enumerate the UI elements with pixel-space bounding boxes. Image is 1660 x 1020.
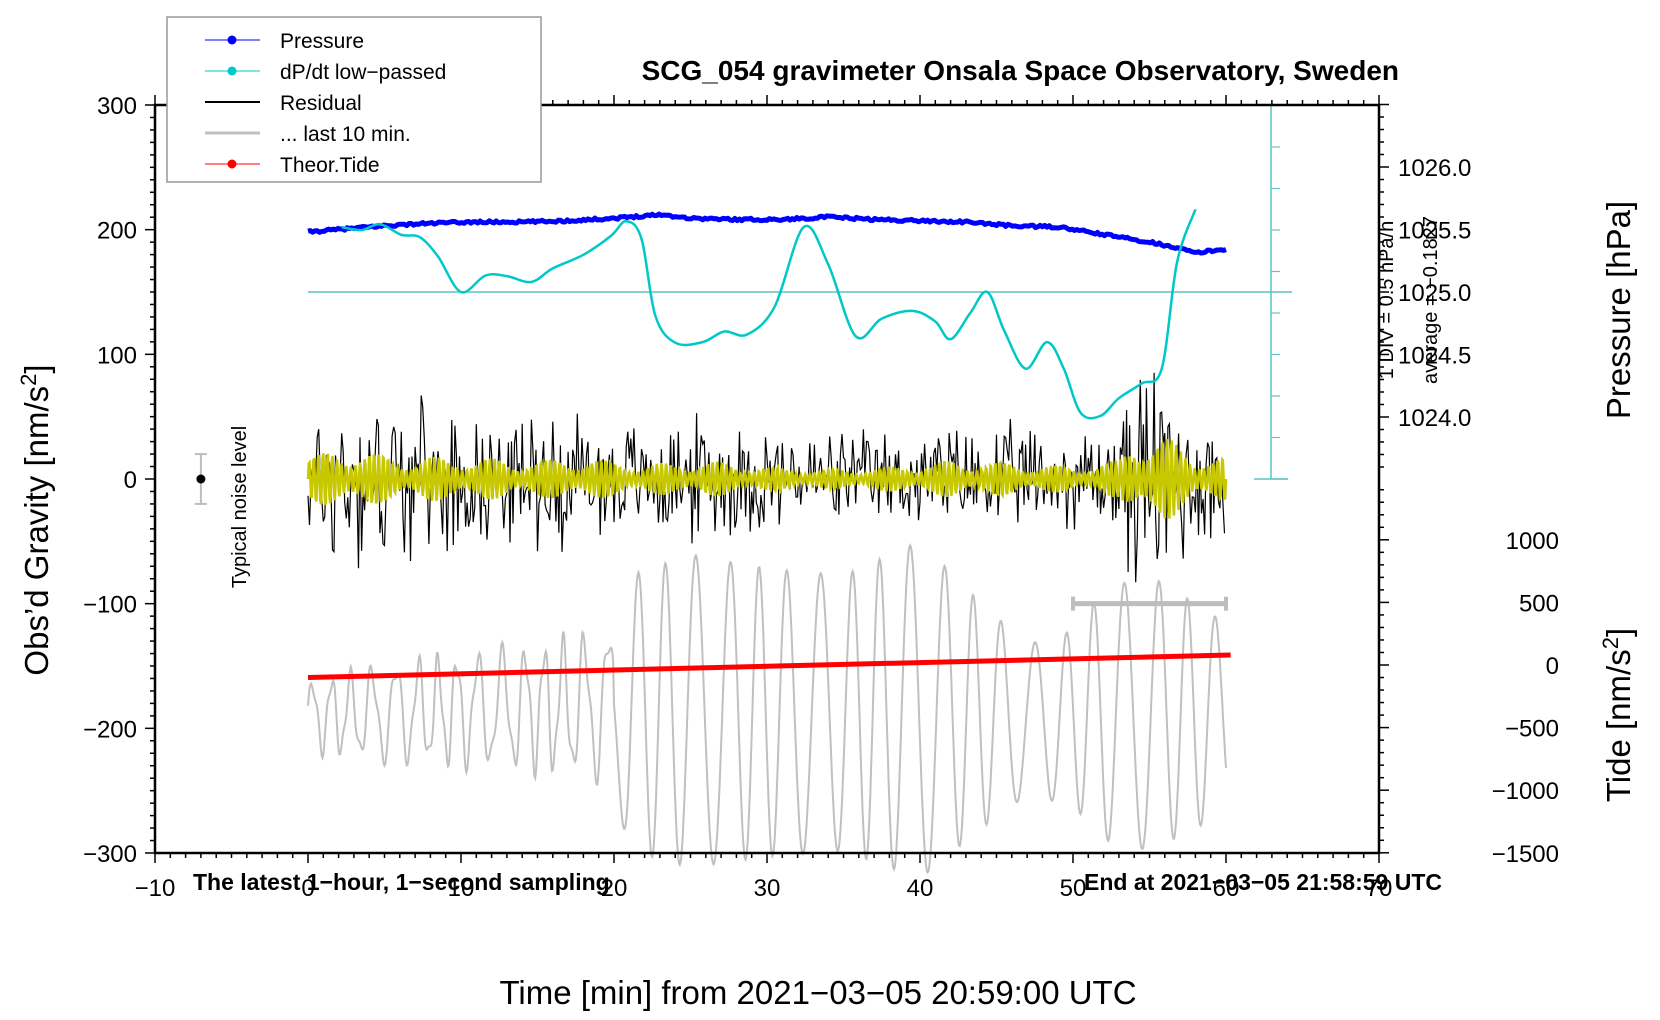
y-tide-tick-label: 1000 bbox=[1506, 528, 1559, 555]
noise-level-label: Typical noise level bbox=[229, 426, 251, 588]
y-axis-left-title-sup: 2 bbox=[16, 374, 41, 386]
series-theoretical-tide-line bbox=[307, 652, 1231, 680]
x-tick-label: 50 bbox=[1060, 875, 1087, 902]
y-tide-tick-label: −1500 bbox=[1492, 841, 1559, 868]
y-axis-left-title: Obs’d Gravity [nm/s2] bbox=[16, 364, 56, 675]
annotation-sampling: The latest 1−hour, 1−second sampling bbox=[193, 869, 610, 895]
legend-box bbox=[166, 16, 542, 183]
series-dpdt-line bbox=[341, 208, 1197, 420]
y-pressure-tick-label: 1024.5 bbox=[1398, 343, 1471, 370]
x-tick-label: 40 bbox=[907, 875, 934, 902]
x-tick-label: −10 bbox=[135, 875, 176, 902]
x-tick-label: 10 bbox=[448, 875, 475, 902]
y-axis-pressure-title: Pressure [hPa] bbox=[1600, 201, 1637, 419]
y-pressure-tick-label: 1024.0 bbox=[1398, 405, 1471, 432]
y-pressure-tick-label: 1025.5 bbox=[1398, 218, 1471, 245]
scale-div-label: 1 DIV = 0.5 hPa/h bbox=[1376, 221, 1398, 379]
legend-marker-1 bbox=[227, 66, 237, 76]
y-left-tick-label: 100 bbox=[97, 342, 137, 369]
y-left-tick-label: 200 bbox=[97, 218, 137, 245]
y-tide-tick-label: −500 bbox=[1505, 716, 1559, 743]
y-axis-tide-title: Tide [nm/s2] bbox=[1598, 628, 1638, 802]
y-axis-tide-title-sup: 2 bbox=[1598, 637, 1623, 649]
legend-entries: Pressure dP/dt low−passed Residual ... last… bbox=[205, 30, 446, 177]
series-residual-bandpassed-line bbox=[306, 439, 1228, 519]
y-left-tick-label: −300 bbox=[83, 841, 137, 868]
y-left-tick-label: 0 bbox=[124, 467, 137, 494]
legend-marker-0 bbox=[227, 35, 237, 45]
scale-average-label: average = −0.1827 bbox=[1420, 216, 1442, 384]
legend: Pressure dP/dt low−passed Residual ... last… bbox=[166, 16, 542, 183]
y-pressure-tick-label: 1026.0 bbox=[1398, 155, 1471, 182]
y-axis-tide-title-main: Tide [nm/s bbox=[1600, 649, 1637, 802]
x-axis-title: Time [min] from 2021−03−05 20:59:00 UTC bbox=[499, 974, 1136, 1011]
annotation-end-time: End at 2021−03−05 21:58:59 UTC bbox=[1084, 869, 1442, 895]
series-residual-line bbox=[307, 372, 1226, 583]
series-obs-gravity-line bbox=[307, 543, 1227, 875]
legend-label-2: Residual bbox=[280, 92, 362, 115]
y-left-tick-label: −100 bbox=[83, 592, 137, 619]
y-tide-tick-label: 500 bbox=[1519, 590, 1559, 617]
x-tick-label: 70 bbox=[1366, 875, 1393, 902]
x-tick-label: 20 bbox=[601, 875, 628, 902]
x-tick-label: 30 bbox=[754, 875, 781, 902]
series-pressure-line bbox=[307, 211, 1227, 256]
y-pressure-tick-label: 1025.0 bbox=[1398, 280, 1471, 307]
axes-layer: −10 0 10 20 30 40 50 60 703002001000−100−200−300… bbox=[83, 93, 1559, 902]
chart-title: SCG_054 gravimeter Onsala Space Observat… bbox=[642, 55, 1399, 86]
legend-label-3: ... last 10 min. bbox=[280, 123, 411, 146]
legend-label-0: Pressure bbox=[280, 30, 364, 53]
x-tick-label: 0 bbox=[301, 875, 314, 902]
x-tick-label: 60 bbox=[1213, 875, 1240, 902]
noise-level-center-dot bbox=[196, 474, 206, 484]
y-left-tick-label: 300 bbox=[97, 93, 137, 120]
y-axis-left-title-main: Obs’d Gravity [nm/s bbox=[18, 386, 55, 676]
curves-layer bbox=[306, 104, 1292, 875]
legend-label-4: Theor.Tide bbox=[280, 154, 380, 177]
y-tide-tick-label: −1000 bbox=[1492, 778, 1559, 805]
y-tide-tick-label: 0 bbox=[1546, 653, 1559, 680]
y-axis-left-title-close: ] bbox=[18, 364, 55, 373]
legend-marker-4 bbox=[227, 159, 237, 169]
legend-label-1: dP/dt low−passed bbox=[280, 61, 446, 84]
y-axis-tide-title-close: ] bbox=[1600, 628, 1637, 637]
y-left-tick-label: −200 bbox=[83, 716, 137, 743]
